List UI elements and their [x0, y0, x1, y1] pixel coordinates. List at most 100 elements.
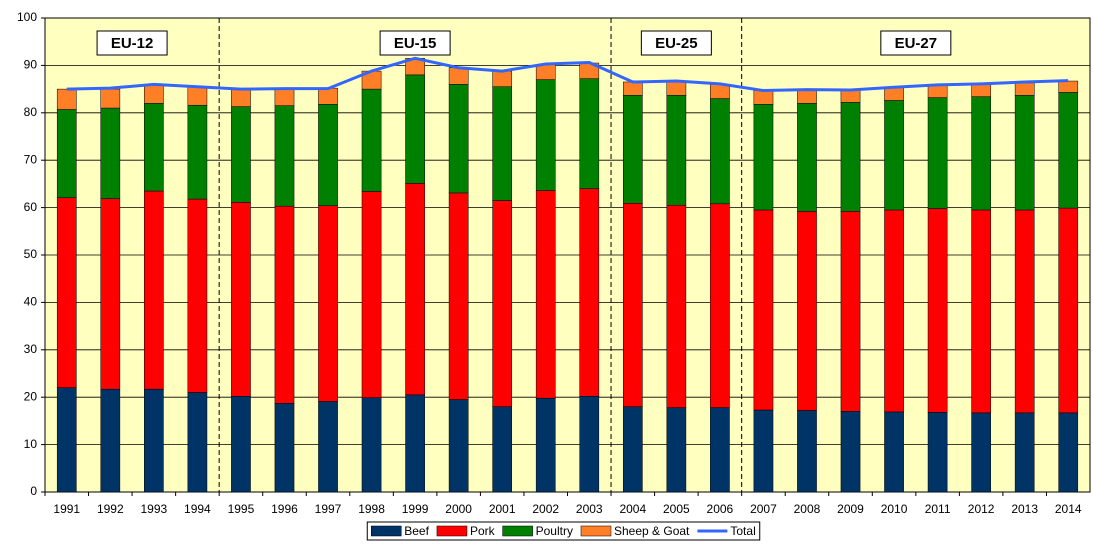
y-tick-label: 40	[24, 295, 38, 309]
y-tick-label: 60	[24, 200, 38, 214]
bar-segment	[231, 106, 251, 203]
y-tick-label: 10	[24, 437, 38, 451]
region-label: EU-12	[111, 35, 154, 52]
bar-segment	[100, 107, 121, 199]
x-tick-label: 2008	[794, 502, 821, 516]
legend-label: Poultry	[536, 524, 573, 538]
total-line	[66, 56, 1069, 93]
region-label-box	[880, 30, 952, 56]
bar-segment	[187, 104, 208, 200]
bar-segment	[100, 198, 121, 390]
bar-segment	[231, 202, 251, 397]
bar-segment	[971, 412, 991, 493]
bar-segment	[405, 74, 425, 184]
bar-segment	[884, 209, 904, 413]
x-tick-label: 2002	[532, 502, 559, 516]
bar-segment	[579, 188, 600, 397]
x-tick-label: 2011	[925, 502, 951, 516]
x-tick-label: 1995	[228, 502, 255, 516]
bar-segment	[56, 387, 77, 493]
region-label: EU-25	[655, 35, 698, 52]
bar-segment	[274, 403, 295, 493]
bar-segment	[840, 89, 861, 103]
y-tick-label: 30	[24, 342, 38, 356]
y-tick-label: 50	[24, 247, 38, 261]
bar-segment	[753, 104, 774, 211]
bar-segment	[448, 192, 469, 400]
bar-segment	[144, 190, 164, 390]
x-tick-label: 1992	[97, 502, 124, 516]
bar-segment	[927, 208, 948, 413]
bar-segment	[274, 88, 295, 106]
region-label-box	[640, 30, 712, 56]
bar-segment	[318, 104, 338, 206]
x-tick-label: 2000	[445, 502, 472, 516]
x-tick-label: 2009	[837, 502, 864, 516]
legend-swatch	[502, 525, 533, 537]
bar-segment	[448, 67, 469, 85]
x-tick-label: 2005	[663, 502, 690, 516]
x-tick-label: 2001	[489, 502, 516, 516]
bar-segment	[448, 399, 469, 493]
bar-segment	[144, 84, 164, 104]
bar-segment	[797, 410, 817, 493]
legend-label: Pork	[470, 524, 496, 538]
bar-segment	[1014, 95, 1035, 211]
bar-segment	[535, 397, 556, 493]
bar-segment	[1058, 207, 1079, 414]
legend: Beef Pork Poultry Sheep & Goat Total	[366, 521, 761, 541]
bar-segment	[318, 87, 338, 105]
bar-segment	[666, 95, 687, 206]
bar-segment	[405, 394, 425, 493]
bar-segment	[535, 64, 556, 80]
bar-segment	[622, 95, 643, 204]
x-tick-label: 2012	[968, 502, 995, 516]
bar-segment	[1014, 209, 1035, 414]
bar-segment	[884, 87, 904, 101]
x-tick-label: 1998	[358, 502, 385, 516]
y-tick-label: 70	[24, 152, 38, 166]
bar-segment	[579, 78, 600, 189]
x-tick-label: 2003	[576, 502, 603, 516]
bar-segment	[666, 407, 687, 493]
bar-segment	[753, 209, 774, 411]
x-tick-label: 2007	[750, 502, 777, 516]
bar-segment	[884, 411, 904, 493]
region-label: EU-15	[394, 35, 437, 52]
bar-segment	[187, 198, 208, 393]
bar-segment	[361, 397, 382, 493]
x-tick-label: 2013	[1011, 502, 1038, 516]
bar-segment	[884, 100, 904, 211]
bar-segment	[56, 197, 77, 388]
bar-segment	[622, 203, 643, 407]
bar-segment	[927, 97, 948, 209]
bar-segment	[361, 88, 382, 192]
region-label-box	[379, 30, 451, 56]
bar-segment	[56, 88, 77, 110]
bar-segment	[840, 211, 861, 412]
bar-segment	[448, 84, 469, 194]
bar-segment	[927, 85, 948, 98]
legend-swatch	[371, 525, 402, 537]
x-tick-label: 2014	[1055, 502, 1082, 516]
legend-swatch	[580, 525, 612, 537]
bar-segment	[100, 88, 121, 109]
bar-segment	[710, 98, 730, 205]
x-tick-label: 2010	[881, 502, 908, 516]
bar-segment	[535, 190, 556, 399]
bar-segment	[56, 109, 77, 198]
bar-segment	[666, 81, 687, 96]
bar-segment	[797, 89, 817, 104]
bar-segment	[274, 105, 295, 207]
bar-segment	[971, 209, 991, 414]
bar-segment	[840, 102, 861, 212]
bar-segment	[622, 81, 643, 96]
legend-item: Poultry	[502, 524, 573, 538]
bar-segment	[361, 191, 382, 398]
bar-segment	[535, 79, 556, 191]
bar-segment	[840, 411, 861, 493]
bar-segment	[187, 86, 208, 106]
bar-segment	[274, 205, 295, 404]
bar-segment	[1058, 412, 1079, 493]
